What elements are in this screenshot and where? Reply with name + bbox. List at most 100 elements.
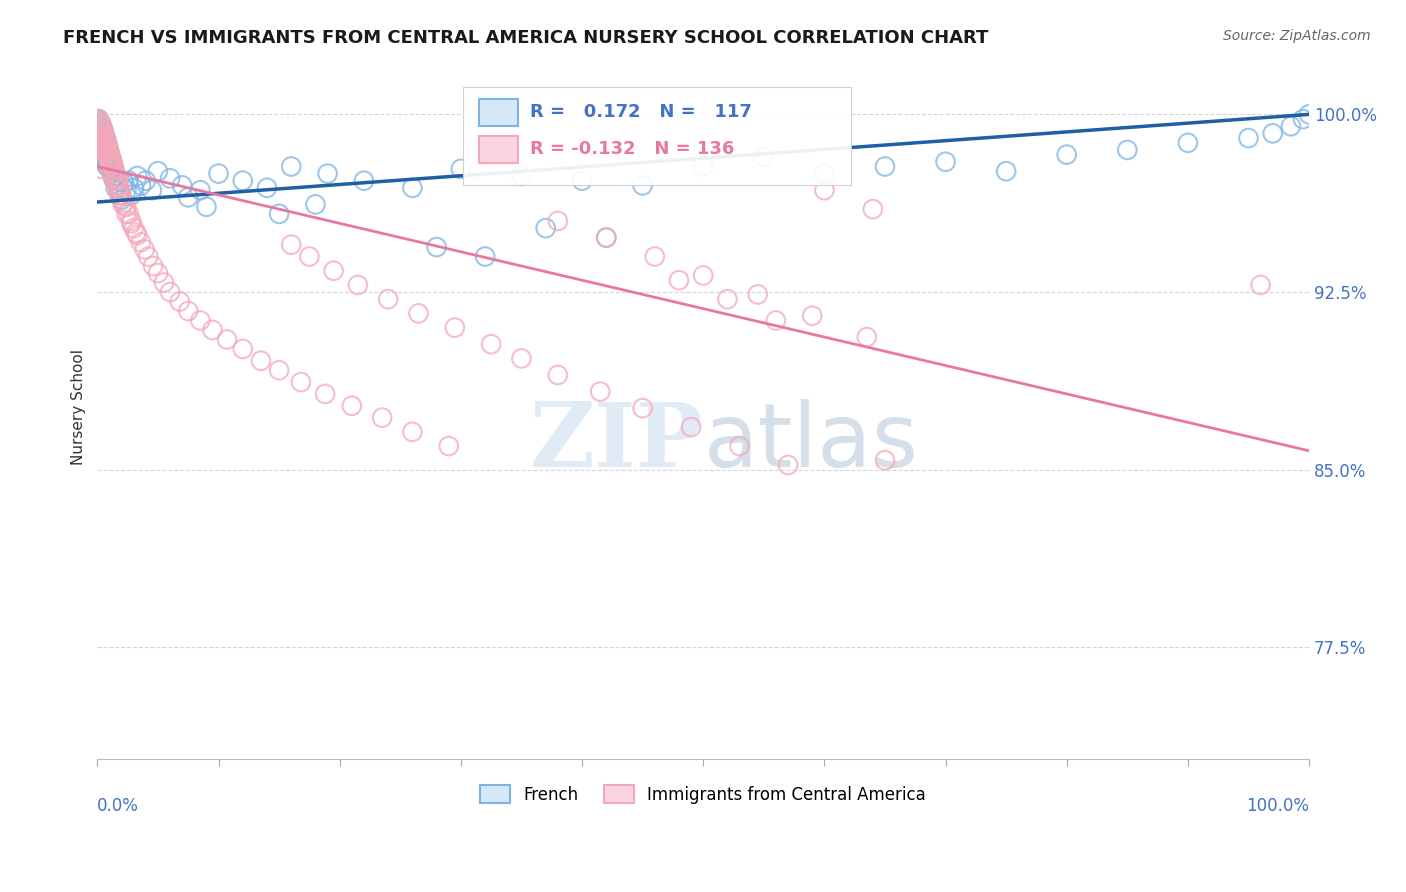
Point	[801, 309, 824, 323]
Point	[776, 458, 799, 472]
Point	[89, 136, 111, 150]
Point	[450, 161, 472, 176]
Point	[159, 285, 181, 299]
Point	[153, 276, 176, 290]
Point	[118, 207, 141, 221]
Point	[97, 147, 120, 161]
Point	[107, 174, 129, 188]
Point	[89, 121, 111, 136]
Point	[862, 202, 884, 216]
Point	[101, 167, 124, 181]
Point	[90, 128, 112, 143]
Point	[89, 128, 111, 143]
Point	[510, 169, 533, 183]
Point	[134, 243, 156, 257]
Point	[108, 183, 131, 197]
Point	[316, 167, 339, 181]
Point	[107, 178, 129, 193]
Point	[98, 157, 121, 171]
Point	[813, 183, 835, 197]
Point	[169, 294, 191, 309]
Point	[340, 399, 363, 413]
Point	[142, 259, 165, 273]
Text: 100.0%: 100.0%	[1246, 797, 1309, 815]
Point	[935, 154, 957, 169]
Point	[93, 128, 115, 143]
Point	[100, 161, 122, 176]
Point	[426, 240, 449, 254]
Point	[105, 174, 128, 188]
Point	[96, 136, 118, 150]
Point	[87, 126, 110, 140]
Point	[89, 114, 111, 128]
Point	[547, 368, 569, 382]
Point	[87, 119, 110, 133]
Point	[104, 169, 127, 183]
Point	[89, 131, 111, 145]
Point	[122, 181, 145, 195]
Point	[96, 147, 118, 161]
Point	[98, 153, 121, 167]
Point	[90, 145, 112, 160]
Point	[668, 273, 690, 287]
Point	[94, 140, 117, 154]
Point	[201, 323, 224, 337]
Text: R = -0.132   N = 136: R = -0.132 N = 136	[530, 140, 734, 159]
Point	[1056, 147, 1078, 161]
Point	[110, 188, 132, 202]
Point	[96, 143, 118, 157]
Point	[437, 439, 460, 453]
Point	[93, 136, 115, 150]
Point	[103, 161, 125, 176]
Point	[96, 145, 118, 160]
Point	[104, 167, 127, 181]
Point	[97, 140, 120, 154]
Point	[195, 200, 218, 214]
FancyBboxPatch shape	[479, 99, 517, 126]
Point	[855, 330, 877, 344]
Point	[100, 160, 122, 174]
Point	[98, 145, 121, 160]
Point	[322, 264, 344, 278]
Point	[347, 277, 370, 292]
Point	[118, 174, 141, 188]
Point	[256, 181, 278, 195]
Point	[995, 164, 1018, 178]
Point	[692, 160, 714, 174]
Point	[100, 150, 122, 164]
Point	[115, 207, 138, 221]
Point	[681, 420, 703, 434]
Point	[644, 250, 666, 264]
Point	[290, 375, 312, 389]
Point	[90, 124, 112, 138]
Point	[101, 160, 124, 174]
Point	[1177, 136, 1199, 150]
Point	[105, 171, 128, 186]
Point	[93, 138, 115, 153]
Point	[91, 154, 114, 169]
Point	[371, 410, 394, 425]
Point	[90, 161, 112, 176]
Point	[747, 287, 769, 301]
Point	[595, 230, 617, 244]
Legend: French, Immigrants from Central America: French, Immigrants from Central America	[474, 778, 932, 810]
Text: Source: ZipAtlas.com: Source: ZipAtlas.com	[1223, 29, 1371, 43]
Point	[93, 145, 115, 160]
Point	[115, 183, 138, 197]
Point	[103, 174, 125, 188]
Point	[135, 174, 157, 188]
Point	[87, 112, 110, 127]
Point	[177, 304, 200, 318]
Point	[716, 292, 738, 306]
Point	[111, 197, 134, 211]
Point	[571, 174, 593, 188]
Point	[1292, 112, 1315, 127]
Point	[232, 174, 254, 188]
Point	[91, 119, 114, 133]
Point	[120, 188, 142, 202]
Point	[93, 140, 115, 154]
Point	[1298, 107, 1320, 121]
Point	[141, 183, 163, 197]
Point	[813, 167, 835, 181]
Point	[873, 453, 896, 467]
